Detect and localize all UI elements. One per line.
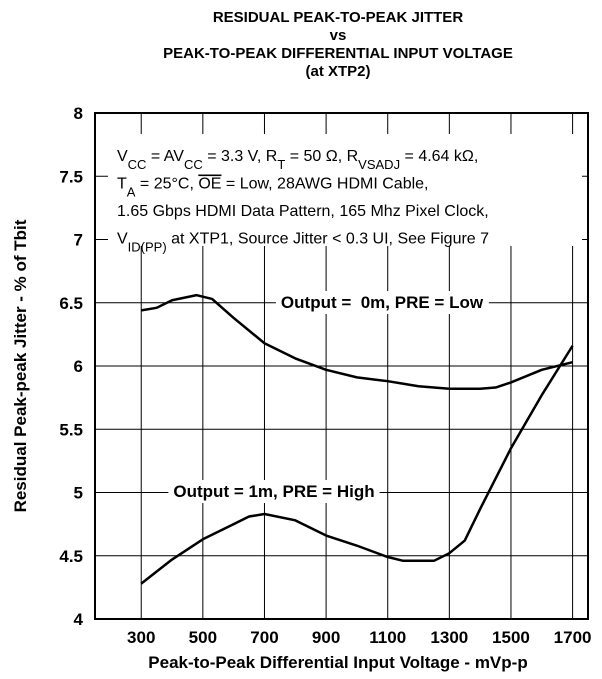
chart-title: (at XTP2) xyxy=(305,63,370,80)
annotation-text: T xyxy=(117,176,127,193)
y-tick-label: 8 xyxy=(74,104,83,123)
series-label-background xyxy=(275,291,489,314)
y-tick-label: 7.5 xyxy=(59,167,83,186)
chart-title: PEAK-TO-PEAK DIFFERENTIAL INPUT VOLTAGE xyxy=(163,45,513,62)
y-tick-label: 5.5 xyxy=(59,420,83,439)
annotation-text: = 4.64 kΩ, xyxy=(400,148,478,165)
plot-frame xyxy=(94,112,589,620)
annotation-text: 1.65 Gbps HDMI Data Pattern, 165 Mhz Pix… xyxy=(117,203,489,220)
y-tick-label: 6 xyxy=(74,357,83,376)
series-line xyxy=(141,293,573,391)
x-axis-label: Peak-to-Peak Differential Input Voltage … xyxy=(148,653,527,672)
annotation-text: OE xyxy=(198,176,221,193)
annotation-text: at XTP1, Source Jitter < 0.3 UI, See Fig… xyxy=(167,231,489,248)
annotation-line: TA = 25°C, OE = Low, 28AWG HDMI Cable, xyxy=(117,176,429,200)
annotation-text: = Low, 28AWG HDMI Cable, xyxy=(221,176,428,193)
annotation-text: = 25°C, xyxy=(135,176,198,193)
y-tick-label: 4 xyxy=(74,610,84,629)
annotation-text: V xyxy=(117,231,128,248)
series-label: Output = 0m, PRE = Low xyxy=(281,293,484,312)
x-tick-label: 1300 xyxy=(430,628,468,647)
x-tick-label: 900 xyxy=(312,628,340,647)
annotation-text: = 3.3 V, R xyxy=(203,148,278,165)
annotation-text: CC xyxy=(184,157,203,172)
series-label: Output = 1m, PRE = High xyxy=(173,482,374,501)
annotation-line: VCC = AVCC = 3.3 V, RT = 50 Ω, RVSADJ = … xyxy=(117,148,478,172)
x-tick-label: 300 xyxy=(127,628,155,647)
series-label-background xyxy=(168,480,380,503)
annotation-line: VID(PP) at XTP1, Source Jitter < 0.3 UI,… xyxy=(117,231,489,255)
annotation-text: T xyxy=(277,157,285,172)
annotation-background xyxy=(108,134,582,246)
y-tick-label: 4.5 xyxy=(59,547,83,566)
series-line xyxy=(140,345,574,585)
x-tick-label: 1100 xyxy=(369,628,406,647)
chart-title: vs xyxy=(330,27,347,44)
annotation-text: V xyxy=(117,148,128,165)
y-tick-label: 7 xyxy=(74,231,83,250)
annotation-text: = 50 Ω, R xyxy=(285,148,358,165)
x-tick-label: 1500 xyxy=(492,628,530,647)
y-tick-label: 5 xyxy=(74,484,83,503)
chart-title: RESIDUAL PEAK-TO-PEAK JITTER xyxy=(213,9,463,26)
x-tick-label: 500 xyxy=(189,628,217,647)
annotation-text: CC xyxy=(128,157,147,172)
annotation-text: = AV xyxy=(146,148,184,165)
annotation-line: 1.65 Gbps HDMI Data Pattern, 165 Mhz Pix… xyxy=(117,203,489,220)
x-tick-label: 700 xyxy=(250,628,278,647)
y-axis-label: Residual Peak-peak Jitter - % of Tbit xyxy=(11,219,30,512)
annotation-text: VSADJ xyxy=(358,157,400,172)
annotation-text: A xyxy=(127,184,136,199)
x-tick-label: 1700 xyxy=(554,628,592,647)
annotation-text: ID(PP) xyxy=(128,239,167,254)
y-tick-label: 6.5 xyxy=(59,294,83,313)
